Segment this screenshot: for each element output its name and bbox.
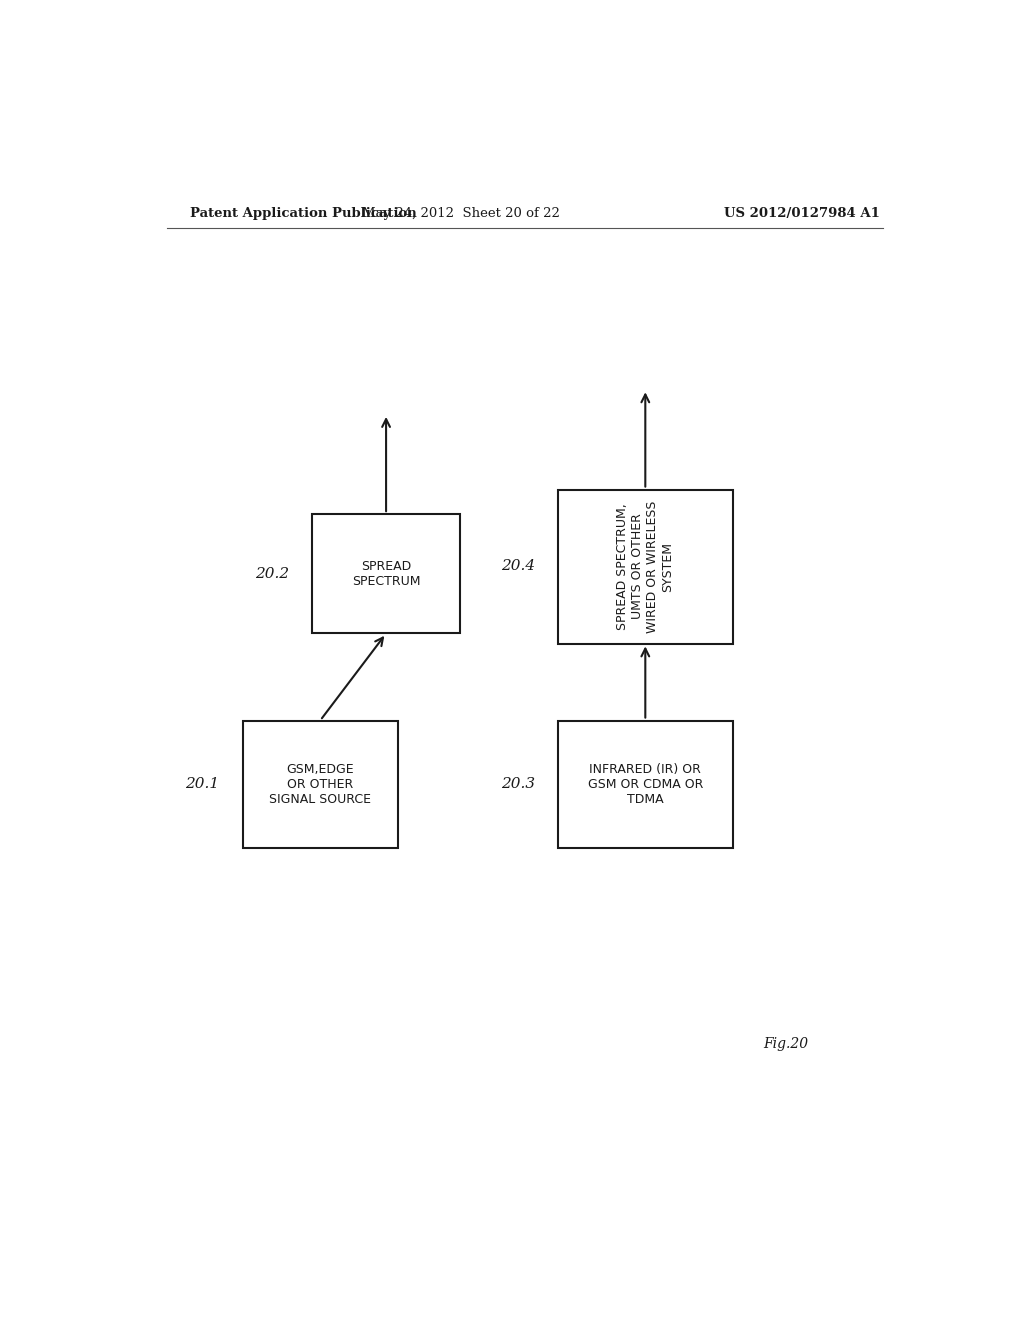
Text: 20.4: 20.4 bbox=[501, 560, 535, 573]
Text: INFRARED (IR) OR
GSM OR CDMA OR
TDMA: INFRARED (IR) OR GSM OR CDMA OR TDMA bbox=[588, 763, 703, 805]
Text: GSM,EDGE
OR OTHER
SIGNAL SOURCE: GSM,EDGE OR OTHER SIGNAL SOURCE bbox=[269, 763, 372, 805]
Text: Fig.20: Fig.20 bbox=[764, 1038, 809, 1051]
Text: May 24, 2012  Sheet 20 of 22: May 24, 2012 Sheet 20 of 22 bbox=[362, 207, 560, 220]
Bar bbox=[558, 721, 732, 847]
Bar bbox=[558, 490, 732, 644]
Text: 20.2: 20.2 bbox=[255, 566, 289, 581]
Bar bbox=[243, 721, 397, 847]
Text: US 2012/0127984 A1: US 2012/0127984 A1 bbox=[724, 207, 881, 220]
Text: 20.3: 20.3 bbox=[501, 777, 535, 791]
Text: Patent Application Publication: Patent Application Publication bbox=[190, 207, 417, 220]
Text: 20.1: 20.1 bbox=[185, 777, 219, 791]
Text: SPREAD
SPECTRUM: SPREAD SPECTRUM bbox=[352, 560, 420, 587]
Bar bbox=[312, 515, 460, 634]
Text: SPREAD SPECTRUM,
UMTS OR OTHER
WIRED OR WIRELESS
SYSTEM: SPREAD SPECTRUM, UMTS OR OTHER WIRED OR … bbox=[616, 500, 675, 632]
